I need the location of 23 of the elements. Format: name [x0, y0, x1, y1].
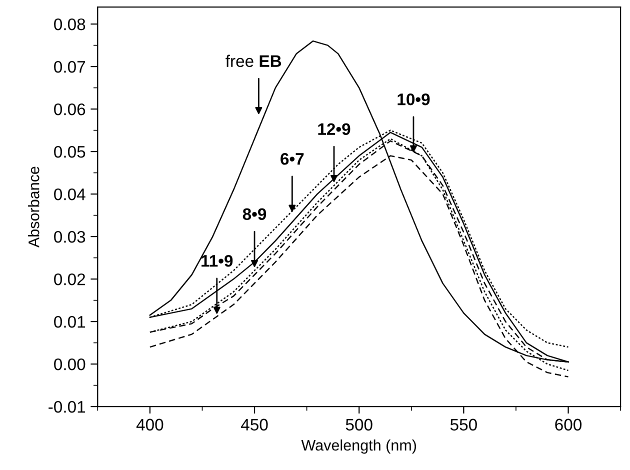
y-tick-label: -0.01: [48, 400, 86, 413]
x-tick-label: 500: [346, 418, 372, 431]
annotation: 8•9: [242, 208, 266, 220]
y-tick-label: 0.06: [54, 103, 86, 116]
annotation: 6•7: [280, 152, 304, 165]
annotation: 12•9: [318, 123, 350, 136]
x-tick-label: 400: [136, 418, 164, 431]
y-tick-label: 0.01: [54, 316, 86, 328]
annotation: 11•9: [202, 254, 233, 267]
y-tick-label: 0.05: [54, 146, 86, 158]
y-tick-label: 0.04: [54, 188, 86, 200]
x-tick-label: 550: [450, 418, 477, 431]
y-tick-label: 0.02: [54, 273, 86, 286]
y-tick-label: 0.00: [54, 358, 86, 370]
x-tick-label: 600: [555, 418, 582, 431]
x-axis-title: Wavelength (nm): [301, 439, 416, 454]
x-tick-label: 450: [241, 418, 268, 431]
annotation: free EB: [226, 54, 282, 68]
y-axis-title: Absorbance: [28, 166, 40, 248]
annotation: 10•9: [398, 93, 430, 106]
y-tick-label: 0.07: [54, 60, 86, 73]
y-tick-label: 0.08: [54, 18, 86, 30]
y-tick-label: 0.03: [54, 230, 86, 243]
